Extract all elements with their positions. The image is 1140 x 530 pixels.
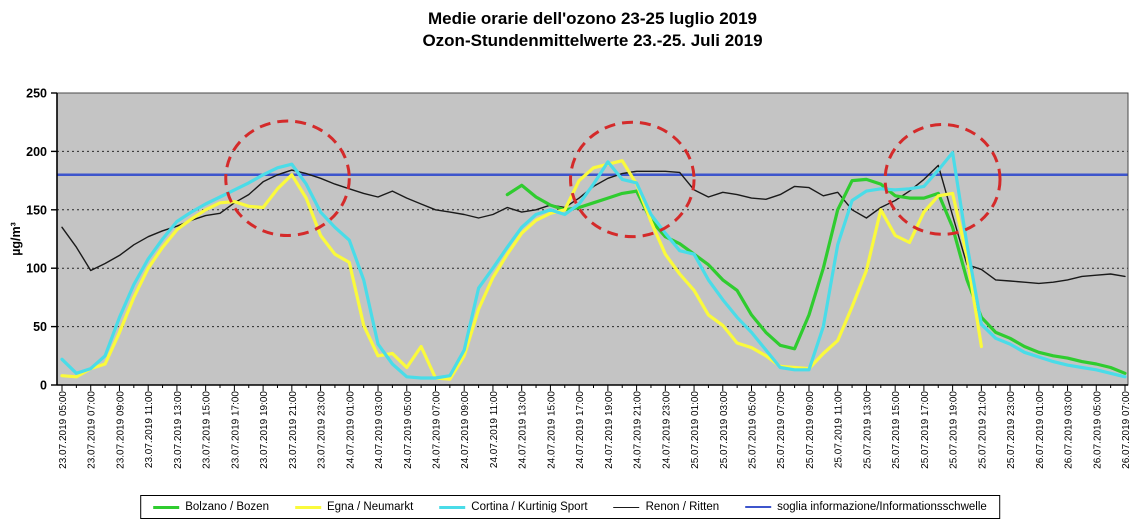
x-tick-label: 25.07.2019 09:00	[805, 391, 816, 469]
x-tick-label: 25.07.2019 17:00	[920, 391, 931, 469]
x-tick-label: 23.07.2019 07:00	[87, 391, 98, 469]
x-tick-label: 24.07.2019 13:00	[518, 391, 529, 469]
x-tick-label: 24.07.2019 17:00	[575, 391, 586, 469]
y-axis-tick-labels: 0 50 100 150 200 250	[26, 87, 47, 393]
x-axis-tick-labels: 23.07.2019 05:00 23.07.2019 07:00 23.07.20…	[58, 391, 1132, 469]
x-tick-label: 25.07.2019 07:00	[776, 391, 787, 469]
x-tick-label: 23.07.2019 13:00	[173, 391, 184, 469]
x-tick-label: 24.07.2019 01:00	[345, 391, 356, 469]
legend-line-swatch	[613, 506, 640, 508]
x-tick-label: 25.07.2019 05:00	[748, 391, 759, 469]
series-line-0	[505, 177, 1127, 375]
x-tick-label: 23.07.2019 19:00	[259, 391, 270, 469]
series-line-1	[60, 159, 983, 381]
chart-title-german: Ozon-Stundenmittelwerte 23.-25. Juli 201…	[422, 31, 763, 50]
legend-item-2: Cortina / Kurtinig Sport	[439, 501, 588, 513]
x-tick-label: 25.07.2019 01:00	[690, 391, 701, 469]
red-dashed-ellipse	[569, 120, 696, 239]
x-tick-label: 24.07.2019 09:00	[460, 391, 471, 469]
legend-item-label: Renon / Ritten	[645, 501, 720, 513]
red-dashed-ellipse	[883, 123, 1002, 236]
plot-background	[57, 93, 1128, 385]
x-tick-label: 24.07.2019 03:00	[374, 391, 385, 469]
y-tick-label: 50	[33, 320, 47, 334]
y-tick-label: 250	[26, 87, 47, 101]
legend-line-swatch	[153, 505, 180, 509]
legend-item-label: Egna / Neumarkt	[326, 501, 414, 513]
legend-item-1: Egna / Neumarkt	[294, 501, 414, 513]
axes-and-ticks	[51, 92, 1129, 391]
x-tick-label: 23.07.2019 09:00	[115, 391, 126, 469]
chart-legend: Bolzano / Bozen Egna / Neumarkt Cortina / …	[140, 495, 1000, 519]
x-tick-label: 26.07.2019 07:00	[1121, 391, 1132, 469]
x-tick-label: 24.07.2019 19:00	[604, 391, 615, 469]
x-tick-label: 25.07.2019 23:00	[1006, 391, 1017, 469]
legend-item-4: soglia informazione/Informationsschwelle	[745, 501, 987, 513]
legend-item-0: Bolzano / Bozen	[153, 501, 269, 513]
x-tick-label: 23.07.2019 11:00	[144, 391, 155, 469]
y-tick-label: 100	[26, 262, 47, 276]
legend-item-label: soglia informazione/Informationsschwelle	[777, 501, 987, 513]
red-dashed-ellipse	[224, 119, 351, 237]
legend-line-swatch	[745, 506, 772, 508]
x-tick-label: 23.07.2019 17:00	[230, 391, 241, 469]
legend-item-3: Renon / Ritten	[613, 501, 720, 513]
chart-title-block: Medie orarie dell'ozono 23-25 luglio 201…	[57, 8, 1128, 52]
x-tick-label: 25.07.2019 21:00	[977, 391, 988, 469]
data-series-lines	[60, 151, 1127, 381]
x-tick-label: 25.07.2019 15:00	[891, 391, 902, 469]
chart-title-italian: Medie orarie dell'ozono 23-25 luglio 201…	[427, 9, 758, 28]
x-tick-label: 24.07.2019 15:00	[546, 391, 557, 469]
x-tick-label: 24.07.2019 07:00	[431, 391, 442, 469]
x-tick-label: 24.07.2019 21:00	[633, 391, 644, 469]
x-tick-label: 25.07.2019 11:00	[834, 391, 845, 469]
x-tick-label: 26.07.2019 03:00	[1064, 391, 1075, 469]
x-tick-label: 24.07.2019 23:00	[661, 391, 672, 469]
x-tick-label: 26.07.2019 01:00	[1035, 391, 1046, 469]
legend-line-swatch	[439, 505, 466, 509]
x-tick-label: 25.07.2019 19:00	[949, 391, 960, 469]
legend-item-label: Cortina / Kurtinig Sport	[471, 501, 588, 513]
x-tick-label: 26.07.2019 05:00	[1092, 391, 1103, 469]
x-tick-label: 23.07.2019 05:00	[58, 391, 69, 469]
red-dashed-circle-annotations	[224, 119, 1002, 239]
y-tick-label: 0	[40, 379, 47, 393]
y-axis-title: µg/m³	[9, 222, 23, 256]
x-tick-label: 25.07.2019 03:00	[719, 391, 730, 469]
gridlines	[57, 150, 1128, 328]
x-tick-label: 23.07.2019 15:00	[202, 391, 213, 469]
x-tick-label: 23.07.2019 23:00	[317, 391, 328, 469]
legend-item-label: Bolzano / Bozen	[185, 501, 269, 513]
x-tick-label: 25.07.2019 13:00	[862, 391, 873, 469]
y-tick-label: 200	[26, 145, 47, 159]
x-tick-label: 24.07.2019 05:00	[403, 391, 414, 469]
legend-line-swatch	[294, 505, 321, 509]
x-tick-label: 24.07.2019 11:00	[489, 391, 500, 469]
series-line-2	[60, 151, 1127, 380]
y-axis-title-text: µg/m³	[9, 222, 23, 256]
y-tick-label: 150	[26, 203, 47, 217]
x-tick-label: 23.07.2019 21:00	[288, 391, 299, 469]
